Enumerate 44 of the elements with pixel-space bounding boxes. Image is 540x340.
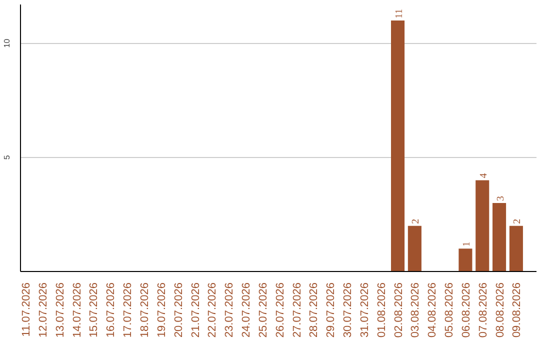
x-tick-label: 09.08.2026 [511, 282, 524, 338]
x-tick-label: 30.07.2026 [342, 282, 354, 338]
x-tick-label: 29.07.2026 [325, 282, 338, 338]
data-label: 2 [512, 218, 524, 224]
y-tick-label: 5 [2, 154, 12, 160]
x-tick-label: 31.07.2026 [358, 282, 371, 338]
x-tick-label: 05.08.2026 [444, 282, 456, 338]
x-tick-label: 20.07.2026 [172, 282, 185, 338]
x-tick-label: 12.07.2026 [37, 282, 50, 338]
bar [509, 226, 523, 272]
x-tick-label: 11.07.2026 [20, 282, 33, 337]
x-tick-label: 21.07.2026 [190, 282, 202, 338]
x-tick-label: 23.07.2026 [224, 282, 236, 338]
bar [391, 20, 405, 272]
data-label: 4 [478, 173, 490, 178]
x-tick-label: 08.08.2026 [494, 282, 506, 338]
x-tick-label: 28.07.2026 [308, 282, 320, 338]
x-tick-label: 17.07.2026 [122, 282, 134, 338]
data-label: 11 [394, 8, 405, 18]
x-tick-label: 25.07.2026 [257, 282, 270, 338]
x-tick-label: 27.07.2026 [291, 282, 304, 338]
x-tick-label: 03.08.2026 [410, 282, 422, 338]
bar [408, 226, 422, 272]
x-tick-label: 18.07.2026 [139, 282, 151, 338]
x-tick-label: 13.07.2026 [54, 282, 66, 338]
x-tick-label: 15.07.2026 [88, 282, 100, 338]
data-label: 2 [410, 218, 422, 224]
x-tick-label: 19.07.2026 [156, 282, 168, 338]
x-tick-label: 02.08.2026 [392, 282, 405, 338]
x-tick-label: 16.07.2026 [105, 282, 118, 338]
x-tick-label: 01.08.2026 [376, 282, 388, 338]
bar [492, 203, 506, 272]
x-tick-label: 07.08.2026 [477, 282, 490, 338]
data-label: 1 [461, 242, 472, 247]
x-tick-label: 24.07.2026 [240, 282, 253, 338]
bar [458, 248, 472, 272]
x-tick-label: 22.07.2026 [206, 282, 219, 338]
y-tick-label: 10 [2, 38, 12, 48]
x-tick-label: 14.07.2026 [71, 282, 84, 338]
bar [476, 180, 490, 272]
x-tick-label: 06.08.2026 [460, 282, 472, 338]
x-tick-label: 26.07.2026 [274, 282, 286, 338]
data-label: 3 [495, 196, 506, 202]
x-tick-label: 04.08.2026 [426, 282, 439, 338]
